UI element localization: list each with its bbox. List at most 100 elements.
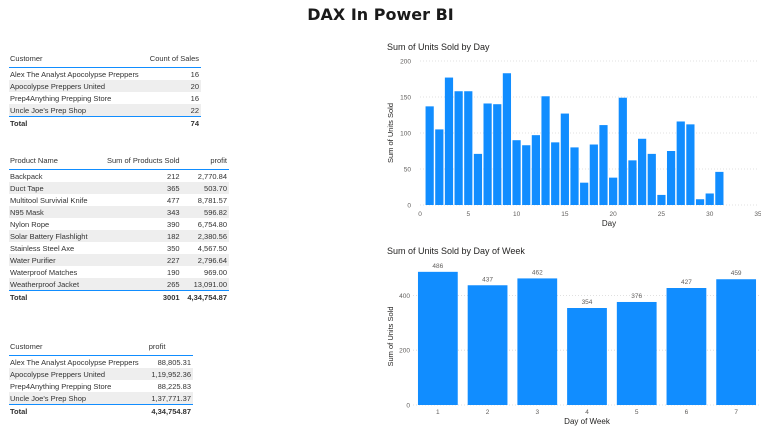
bar[interactable]	[580, 182, 589, 205]
cell-customer: Uncle Joe's Prep Shop	[9, 392, 148, 405]
x-tick-label: 4	[585, 409, 589, 416]
bar[interactable]	[570, 147, 579, 205]
bar[interactable]	[609, 177, 618, 205]
data-label: 354	[582, 299, 593, 306]
cell-products-sold: 182	[97, 230, 182, 242]
cell-profit: 969.00	[204, 267, 227, 277]
data-label: 427	[681, 279, 692, 286]
bar[interactable]	[531, 135, 540, 205]
bar[interactable]	[589, 144, 598, 205]
customer-sales-table[interactable]: Customer Count of Sales Alex The Analyst…	[9, 54, 201, 130]
units-by-day-chart[interactable]: 0 50 100 150 200 0 5 10 15 20 25 30 35 Day Sum of Unit…	[381, 54, 761, 234]
bar[interactable]	[551, 142, 560, 205]
bar[interactable]	[560, 113, 569, 205]
y-axis-title: Sum of Units Sold	[386, 306, 395, 366]
bar[interactable]	[638, 138, 647, 205]
bar[interactable]	[647, 153, 656, 205]
cell-products-sold: 365	[97, 182, 182, 194]
bar[interactable]	[473, 153, 483, 205]
bar[interactable]	[657, 194, 666, 205]
table-row[interactable]: Backpack 212 2,770.84	[9, 170, 229, 183]
bar[interactable]	[517, 278, 558, 405]
cell-product-name: Weatherproof Jacket	[9, 278, 98, 291]
bar[interactable]	[512, 140, 521, 205]
x-tick-label: 0	[418, 211, 422, 218]
table-row[interactable]: N95 Mask 343 596.82	[9, 206, 229, 218]
column-header-count-of-sales[interactable]: Count of Sales	[146, 54, 201, 68]
bar[interactable]	[444, 77, 454, 205]
bar[interactable]	[686, 124, 695, 205]
bar[interactable]	[616, 301, 657, 405]
column-header-customer[interactable]: Customer	[9, 342, 148, 356]
table-row[interactable]: Alex The Analyst Apocolypse Preppers 88,…	[9, 356, 193, 369]
table-row[interactable]: Solar Battery Flashlight 182 2,380.56	[9, 230, 229, 242]
bar[interactable]	[716, 279, 757, 405]
bar[interactable]	[483, 103, 492, 205]
table-row[interactable]: Apocolypse Preppers United 1,19,952.36	[9, 368, 193, 380]
table-row[interactable]: Nylon Rope 390 6,754.80	[9, 218, 229, 230]
bar[interactable]	[435, 129, 444, 205]
table-row[interactable]: Apocolypse Preppers United 20	[9, 80, 201, 92]
bar[interactable]	[676, 121, 685, 205]
y-tick-label: 0	[407, 203, 411, 210]
y-tick-label: 150	[400, 95, 411, 102]
table-row[interactable]: Prep4Anything Prepping Store 88,225.83	[9, 380, 193, 392]
cell-profit: 88,805.31	[157, 357, 191, 367]
y-axis-title: Sum of Units Sold	[386, 103, 395, 163]
total-label: Total	[10, 407, 28, 416]
cell-customer: Apocolypse Preppers United	[9, 368, 148, 380]
column-header-customer[interactable]: Customer	[9, 54, 147, 68]
table-row[interactable]: Waterproof Matches 190 969.00	[9, 266, 229, 278]
data-label: 459	[731, 270, 742, 277]
chart-title-units-by-day: Sum of Units Sold by Day	[387, 42, 490, 52]
total-products-sold: 3001	[162, 293, 180, 302]
table-row[interactable]: Uncle Joe's Prep Shop 1,37,771.37	[9, 392, 193, 405]
bar[interactable]	[522, 145, 531, 205]
bar[interactable]	[599, 125, 608, 205]
bar[interactable]	[628, 160, 637, 205]
y-tick-label: 400	[399, 293, 410, 300]
bar[interactable]	[464, 91, 473, 205]
bar[interactable]	[567, 308, 607, 405]
table-row[interactable]: Duct Tape 365 503.70	[9, 182, 229, 194]
bar[interactable]	[695, 199, 705, 205]
x-tick-label: 20	[610, 211, 618, 218]
table-row[interactable]: Stainless Steel Axe 350 4,567.50	[9, 242, 229, 254]
cell-product-name: Backpack	[10, 171, 43, 181]
bar[interactable]	[493, 104, 502, 205]
cell-customer: Apocolypse Preppers United	[9, 80, 147, 92]
cell-customer: Prep4Anything Prepping Store	[10, 381, 112, 391]
bar[interactable]	[425, 106, 434, 205]
table-row[interactable]: Multitool Survivial Knife 477 8,781.57	[9, 194, 229, 206]
cell-product-name: N95 Mask	[9, 206, 98, 218]
bar[interactable]	[618, 97, 627, 205]
table-row[interactable]: Water Purifier 227 2,796.64	[9, 254, 229, 266]
table-row[interactable]: Uncle Joe's Prep Shop 22	[9, 104, 201, 117]
cell-profit: 2,796.64	[181, 254, 229, 266]
product-table[interactable]: Product Name Sum of Products Sold profit…	[9, 156, 229, 304]
cell-product-name: Waterproof Matches	[10, 267, 78, 277]
bar[interactable]	[705, 193, 714, 205]
bar[interactable]	[541, 96, 550, 205]
column-header-profit[interactable]: profit	[147, 342, 193, 356]
bar[interactable]	[454, 91, 463, 205]
table-row[interactable]: Alex The Analyst Apocolypse Preppers 16	[9, 68, 201, 81]
table-row[interactable]: Weatherproof Jacket 265 13,091.00	[9, 278, 229, 291]
units-by-day-of-week-chart[interactable]: 0 200 400 486 1 437 2 462 3 354 4 376 5 427 6 459 7 Day o…	[381, 256, 761, 426]
bar[interactable]	[715, 171, 724, 205]
page-title: DAX In Power BI	[307, 5, 454, 24]
bar[interactable]	[666, 288, 707, 405]
cell-products-sold: 390	[167, 219, 180, 229]
total-row: Total 74	[9, 117, 201, 130]
table-row[interactable]: Prep4Anything Prepping Store 16	[9, 92, 201, 104]
x-axis-title: Day of Week	[564, 417, 611, 426]
bar[interactable]	[417, 271, 458, 405]
customer-profit-table[interactable]: Customer profit Alex The Analyst Apocoly…	[9, 342, 193, 418]
bar[interactable]	[666, 151, 676, 205]
column-header-profit[interactable]: profit	[181, 156, 229, 170]
column-header-sum-of-products-sold[interactable]: Sum of Products Sold	[97, 156, 182, 170]
bar[interactable]	[502, 73, 512, 206]
column-header-product-name[interactable]: Product Name	[9, 156, 98, 170]
total-profit: 4,34,754.87	[151, 407, 191, 416]
bar[interactable]	[467, 285, 508, 405]
